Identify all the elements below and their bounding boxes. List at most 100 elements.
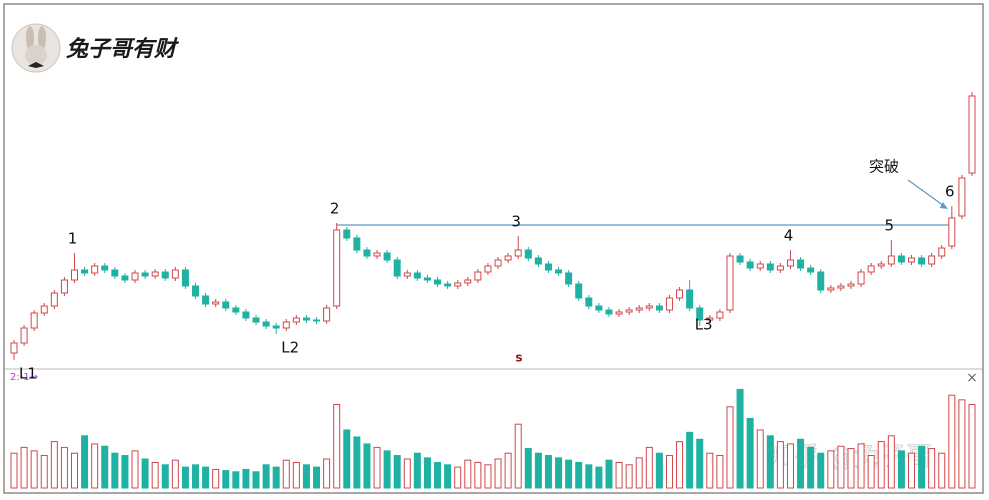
candle-body [676,289,684,299]
volume-bar [635,457,643,489]
breakout-arrowhead [939,202,948,209]
candle-body [938,247,946,257]
volume-bar [524,448,532,489]
volume-bar [756,429,764,489]
volume-bar [313,466,321,489]
logo-text: 兔子哥有财 [66,37,180,62]
candle-body [232,307,240,313]
volume-bar [857,443,865,489]
volume-bar [514,423,522,489]
candle-body [413,272,421,279]
candle-body [252,317,260,323]
volume-bar [40,455,48,489]
candle-body [383,252,391,261]
indicator-label: 2:-1→ [10,372,38,383]
candle-body [736,255,744,263]
volume-bar [434,461,442,489]
candle-body [333,229,341,307]
candle-body [444,283,452,287]
volume-bar [918,445,926,489]
volume-bar [60,446,68,489]
close-button[interactable]: × [966,370,978,386]
annotation: 3 [511,213,521,231]
candle-body [635,307,643,311]
candle-body [716,311,724,319]
candle-body [504,255,512,261]
candle-body [665,297,673,311]
volume-bar [393,455,401,489]
volume-bar [706,452,714,489]
candle-body [121,275,129,281]
volume-bar [817,452,825,489]
annotation: 5 [885,217,895,235]
volume-bar [343,429,351,489]
volume-bar [544,455,552,489]
candle-body [30,312,38,329]
candle-body [302,317,310,321]
candle-body [847,283,855,287]
candle-body [585,297,593,307]
candle-body [958,177,966,217]
volume-bar [171,459,179,489]
volume-bar [484,464,492,489]
volume-bar [20,446,28,489]
volume-bar [111,452,119,489]
volume-bar [131,450,139,489]
avatar-bowtie [28,62,44,68]
candle-body [555,269,563,274]
candle-body [60,279,68,294]
annotation: L3 [695,316,713,334]
volume-bar [141,458,149,489]
volume-bar [71,452,79,489]
candle-body [171,269,179,279]
candle-body [454,282,462,287]
volume-bar [192,464,200,489]
candle-body [907,257,915,263]
candle-body [262,321,270,327]
volume-bar [403,458,411,489]
breakout-arrow [907,179,948,209]
volume-bar [30,450,38,489]
avatar-ear [38,26,46,50]
candle-body [877,263,885,267]
avatar-face [25,45,47,65]
candle-body [575,283,583,299]
volume-bar [827,450,835,489]
volume-bar [605,459,613,489]
volume-bar [877,441,885,489]
volume-bar [928,448,936,489]
candle-body [897,255,905,263]
candle-body [272,325,280,329]
volume-bar [323,458,331,489]
volume-bar [867,455,875,489]
candle-body [192,285,200,297]
plot: L1 1 L2 2 3 L3 4 5 突破 6 s [10,92,976,489]
candle-body [393,259,401,277]
volume-bar [232,471,240,489]
candle-body [323,307,331,322]
candle-body [776,265,784,271]
volume-bar [454,466,462,489]
candle-body [756,263,764,269]
volume-bar [948,394,956,489]
annotation: 6 [945,183,955,201]
candle-body [686,289,694,309]
candle-body [474,271,482,281]
candle-body [40,305,48,314]
volume-bar [655,452,663,489]
candle-body [423,277,431,281]
candle-body [827,287,835,291]
candle-body [373,252,381,257]
candle-body [645,305,653,309]
frame [3,3,984,494]
volume-bar [202,466,210,489]
volume-bar [91,443,99,489]
candle-body [363,249,371,257]
volume-bar [615,461,623,489]
candle-body [10,342,18,354]
candle-body [786,259,794,267]
candle-body [565,272,573,285]
candle-body [91,265,99,274]
volume-bar [292,461,300,489]
volume-bar [555,457,563,489]
